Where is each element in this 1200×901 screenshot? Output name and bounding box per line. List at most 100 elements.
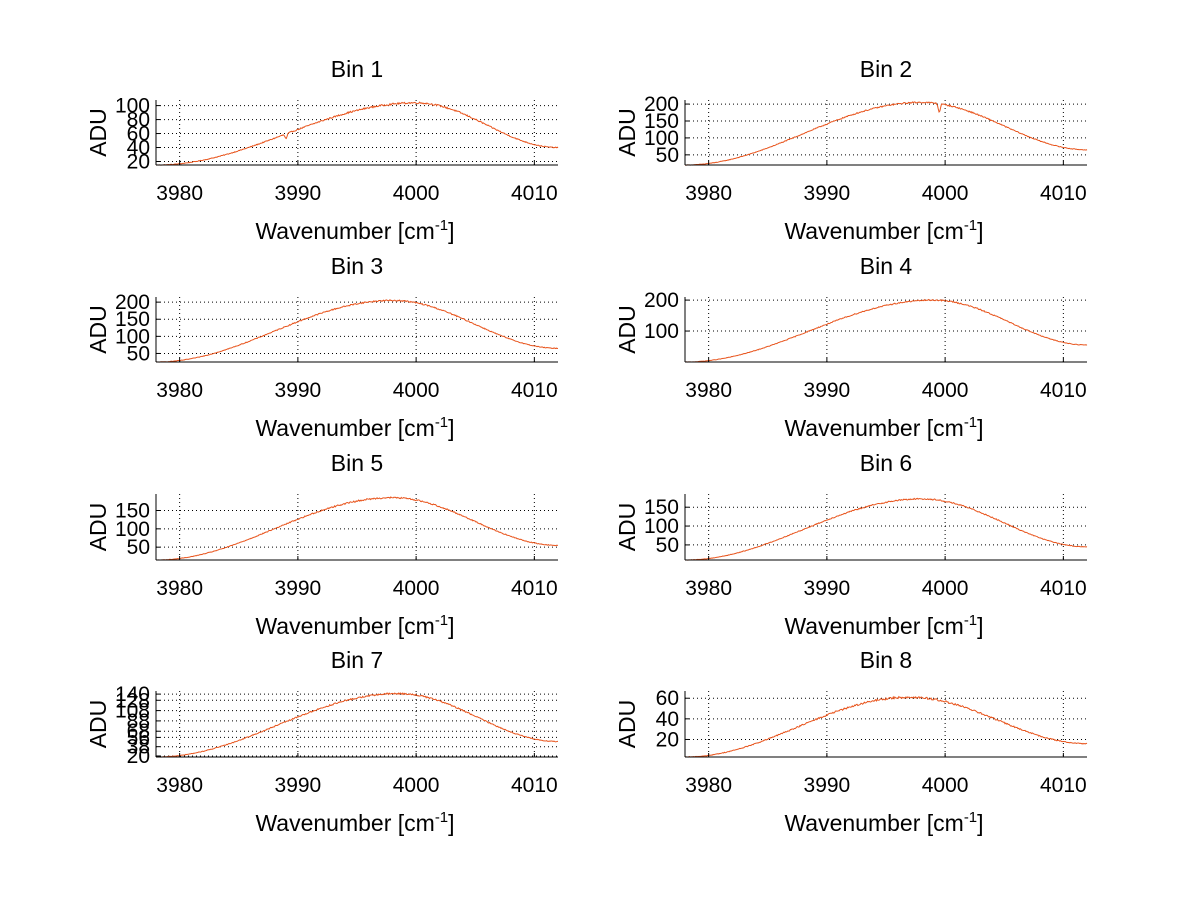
- x-tick-label: 4000: [922, 182, 969, 205]
- x-tick-label: 3980: [685, 774, 732, 797]
- plot-area: [156, 100, 558, 165]
- y-tick-label: 50: [656, 144, 679, 167]
- x-tick-label: 4000: [393, 774, 440, 797]
- y-axis-label: ADU: [85, 503, 111, 552]
- y-tick-label: 100: [115, 325, 150, 348]
- y-axis-label: ADU: [85, 305, 111, 354]
- y-axis-label: ADU: [614, 305, 640, 354]
- y-tick-label: 200: [115, 291, 150, 314]
- plot-area: [685, 691, 1087, 757]
- y-tick-label: 50: [656, 534, 679, 557]
- y-tick-label: 150: [115, 500, 150, 523]
- x-tick-label: 4000: [922, 379, 969, 402]
- y-tick-label: 100: [644, 127, 679, 150]
- y-tick-label: 200: [644, 289, 679, 312]
- y-tick-label: 150: [644, 110, 679, 133]
- chart-title: Bin 8: [860, 647, 912, 673]
- x-tick-label: 4000: [393, 379, 440, 402]
- x-tick-label: 3990: [275, 182, 322, 205]
- x-tick-label: 4010: [511, 379, 558, 402]
- y-axis-label: ADU: [614, 700, 640, 749]
- y-tick-label: 140: [115, 683, 150, 706]
- x-tick-label: 3990: [804, 577, 851, 600]
- y-axis-label: ADU: [85, 700, 111, 749]
- series-line: [155, 692, 559, 758]
- y-tick-label: 60: [127, 123, 150, 146]
- y-axis-label: ADU: [85, 108, 111, 157]
- plot-area: [156, 494, 558, 560]
- x-tick-label: 4010: [511, 774, 558, 797]
- x-tick-label: 3980: [685, 379, 732, 402]
- y-tick-label: 88: [127, 710, 150, 733]
- y-tick-label: 200: [644, 93, 679, 116]
- x-axis-label: Wavenumber [cm-1]: [255, 809, 454, 836]
- y-tick-label: 40: [656, 708, 679, 731]
- x-tick-label: 3990: [804, 379, 851, 402]
- y-tick-label: 56: [127, 726, 150, 749]
- chart-title: Bin 6: [860, 450, 912, 476]
- x-tick-label: 4000: [922, 774, 969, 797]
- x-tick-label: 4010: [1040, 379, 1087, 402]
- plot-area: [685, 100, 1087, 165]
- y-tick-label: 100: [644, 320, 679, 343]
- x-tick-label: 4000: [922, 577, 969, 600]
- y-tick-label: 100: [115, 518, 150, 541]
- x-tick-label: 4010: [511, 182, 558, 205]
- x-tick-label: 3980: [156, 182, 203, 205]
- series-line: [684, 298, 1088, 363]
- x-tick-label: 4000: [393, 182, 440, 205]
- x-tick-label: 3990: [804, 774, 851, 797]
- chart-title: Bin 1: [331, 56, 383, 82]
- series-line: [684, 695, 1088, 758]
- plot-area: [685, 494, 1087, 560]
- x-axis-label: Wavenumber [cm-1]: [255, 414, 454, 441]
- x-tick-label: 3990: [275, 774, 322, 797]
- y-axis-label: ADU: [614, 108, 640, 157]
- x-tick-label: 3980: [685, 182, 732, 205]
- y-tick-label: 68: [127, 720, 150, 743]
- x-axis-label: Wavenumber [cm-1]: [255, 612, 454, 639]
- x-tick-label: 4010: [1040, 577, 1087, 600]
- y-tick-label: 100: [115, 95, 150, 118]
- x-axis-label: Wavenumber [cm-1]: [784, 809, 983, 836]
- chart-title: Bin 7: [331, 647, 383, 673]
- x-tick-label: 4000: [393, 577, 440, 600]
- x-tick-label: 3990: [804, 182, 851, 205]
- x-tick-label: 3990: [275, 379, 322, 402]
- y-tick-label: 60: [656, 687, 679, 710]
- y-tick-label: 150: [115, 308, 150, 331]
- series-line: [684, 101, 1088, 166]
- x-tick-label: 3980: [156, 774, 203, 797]
- series-line: [155, 496, 559, 561]
- series-line: [155, 101, 559, 166]
- x-tick-label: 3980: [156, 577, 203, 600]
- y-tick-label: 150: [644, 496, 679, 519]
- series-line: [684, 497, 1088, 561]
- chart-title: Bin 5: [331, 450, 383, 476]
- y-tick-label: 20: [656, 728, 679, 751]
- x-tick-label: 4010: [1040, 182, 1087, 205]
- y-tick-label: 38: [127, 736, 150, 759]
- y-tick-label: 20: [127, 745, 150, 768]
- x-tick-label: 4010: [1040, 774, 1087, 797]
- series-line: [155, 299, 559, 363]
- x-axis-label: Wavenumber [cm-1]: [784, 612, 983, 639]
- y-tick-label: 108: [115, 700, 150, 723]
- chart-title: Bin 3: [331, 253, 383, 279]
- x-tick-label: 3980: [156, 379, 203, 402]
- y-axis-label: ADU: [614, 503, 640, 552]
- x-axis-label: Wavenumber [cm-1]: [255, 217, 454, 244]
- y-tick-label: 128: [115, 689, 150, 712]
- chart-title: Bin 4: [860, 253, 913, 279]
- x-axis-label: Wavenumber [cm-1]: [784, 217, 983, 244]
- x-tick-label: 3990: [275, 577, 322, 600]
- chart-title: Bin 2: [860, 56, 912, 82]
- x-axis-label: Wavenumber [cm-1]: [784, 414, 983, 441]
